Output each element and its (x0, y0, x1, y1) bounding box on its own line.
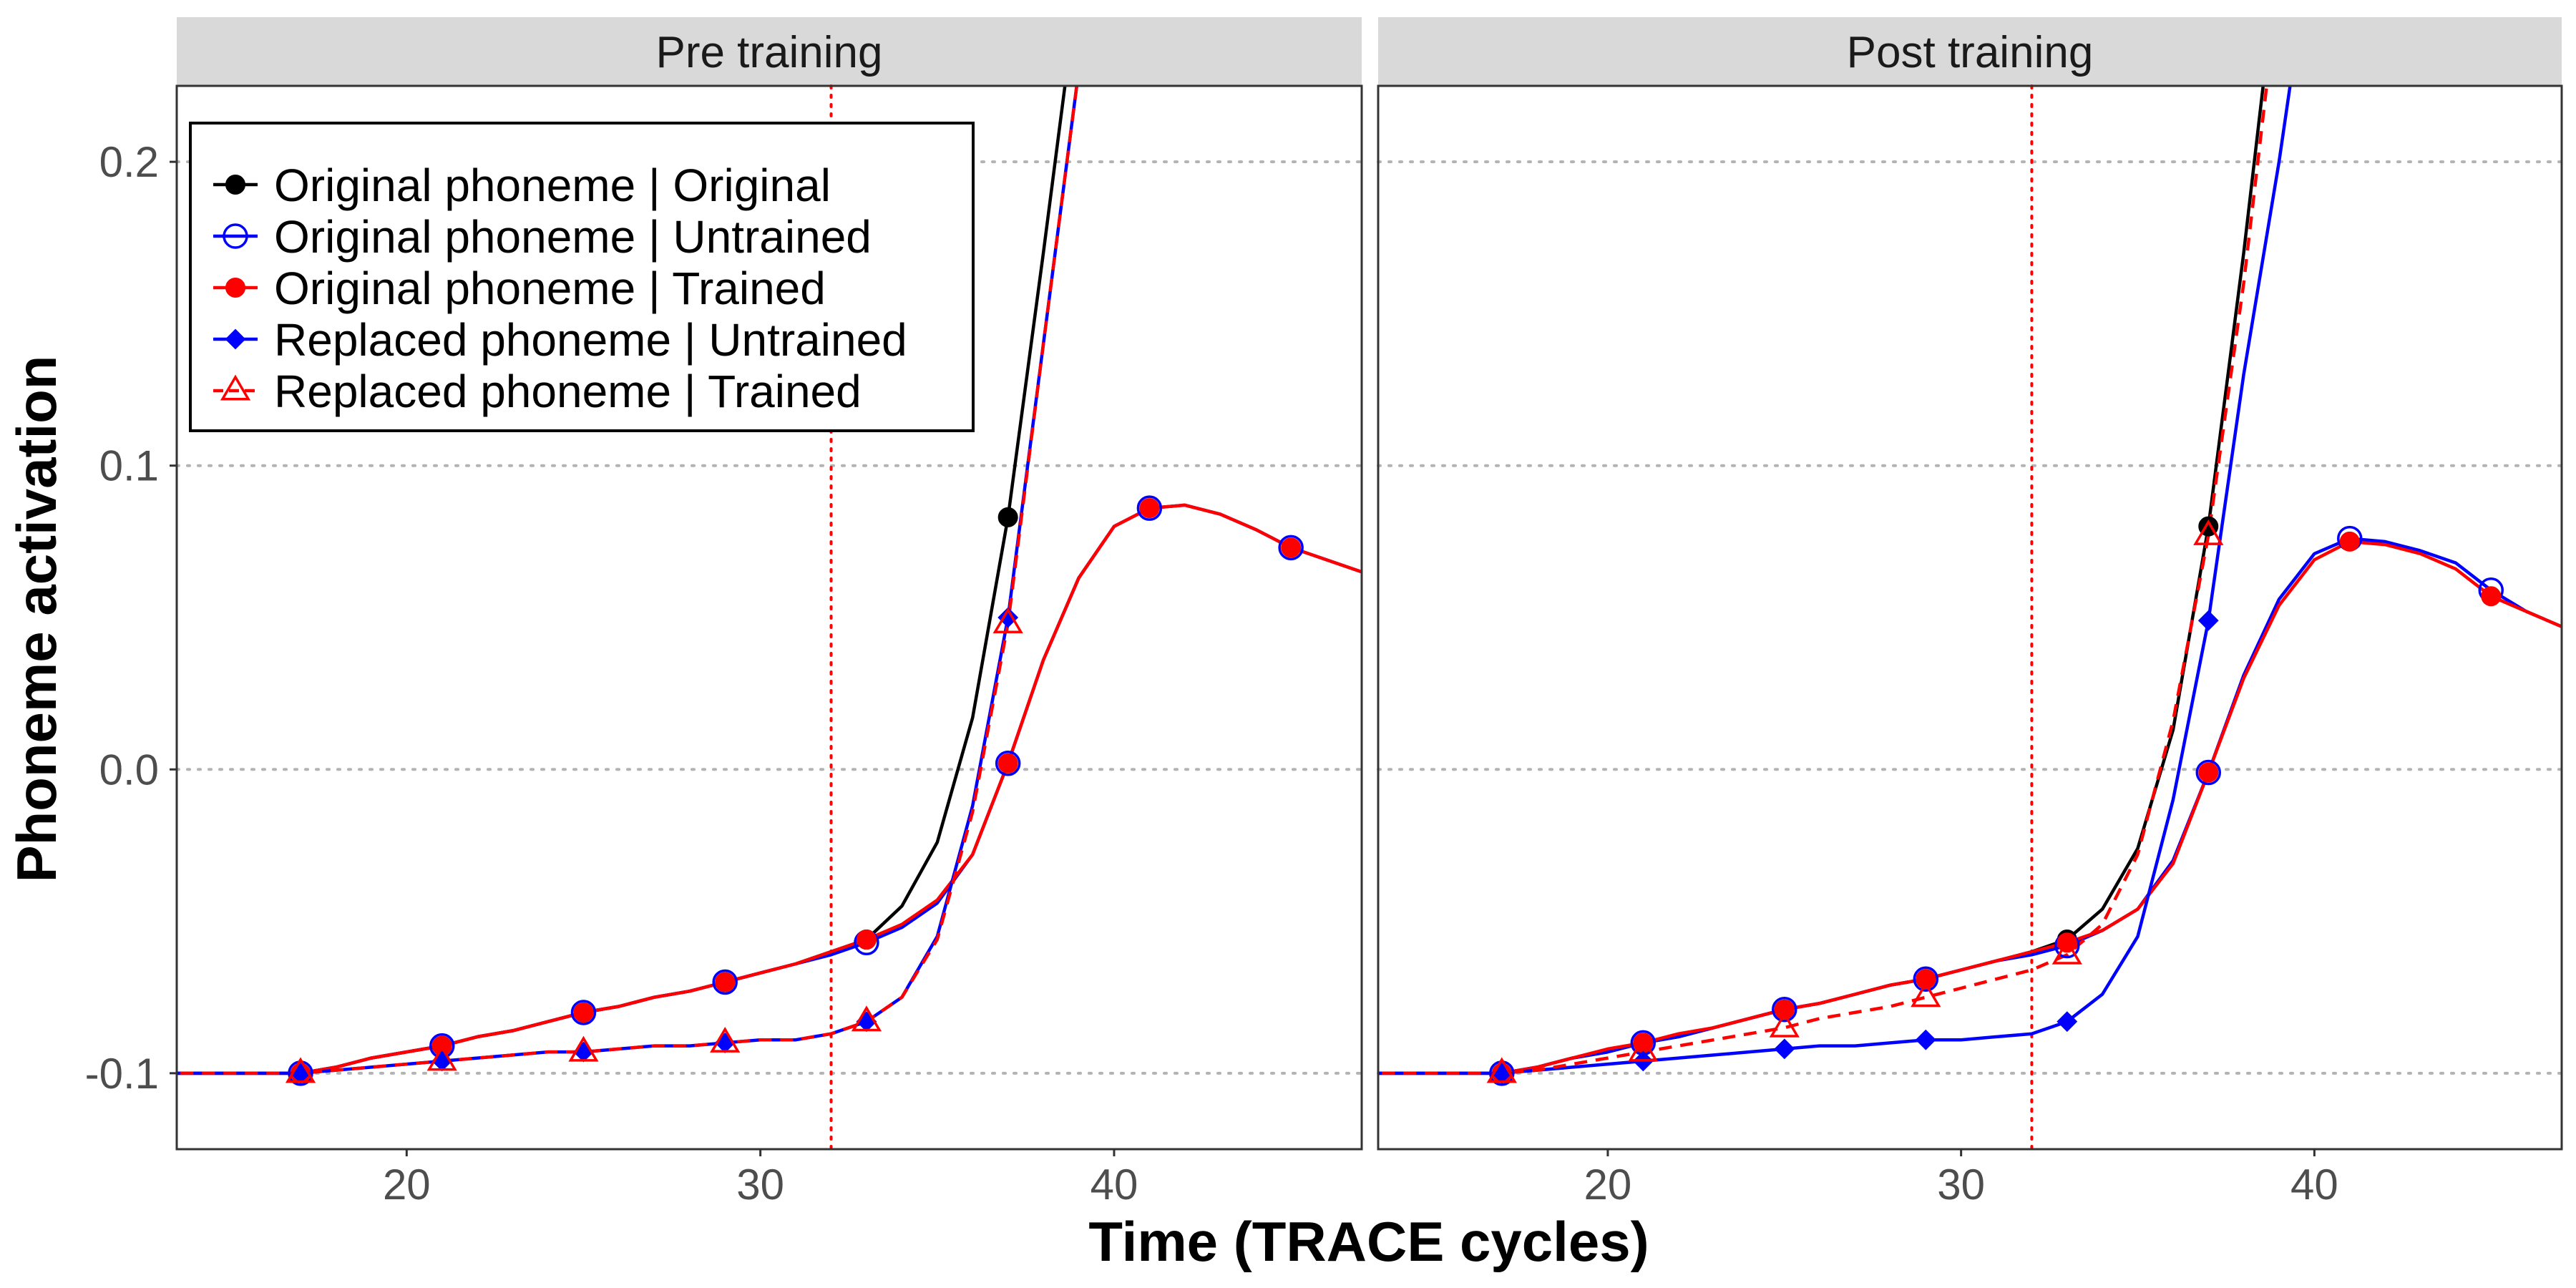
x-ticks-pre-training: 20 30 40 (383, 1149, 1138, 1209)
strip-title-pre-training: Pre training (655, 28, 882, 77)
data-point (1139, 498, 1160, 519)
data-point (426, 1045, 457, 1071)
data-point (856, 930, 877, 950)
x-axis-title: Time (TRACE cycles) (1088, 1210, 1649, 1273)
data-point (997, 507, 1018, 527)
x-tick-label: 20 (1584, 1161, 1632, 1209)
data-point (1911, 981, 1941, 1008)
strip-post-training (1378, 17, 2562, 86)
data-point (2051, 938, 2082, 965)
series-line (1378, 540, 2562, 1075)
legend-box (189, 122, 975, 432)
legend-label: Original phoneme | Untrained (274, 211, 872, 263)
data-point (1281, 537, 1302, 558)
data-point (2339, 531, 2360, 552)
data-point (2193, 519, 2224, 545)
data-point (1774, 999, 1795, 1020)
data-point (1915, 1029, 1936, 1050)
data-point (715, 972, 736, 992)
series-line (1378, 537, 2562, 1075)
grid-post-training (1377, 160, 2563, 1075)
data-point (1772, 996, 1797, 1023)
data-point (1628, 1035, 1659, 1062)
y-tick-label: 0.0 (99, 746, 159, 794)
data-point (2198, 762, 2219, 783)
x-tick-label: 20 (383, 1161, 431, 1209)
panel-border-post-training (1377, 84, 2563, 1151)
x-ticks-post-training: 20 30 40 (1584, 1149, 2338, 1209)
data-point (1136, 495, 1163, 521)
data-point (573, 1041, 594, 1063)
data-point (1913, 966, 1939, 992)
strip-title-post-training: Post training (1847, 28, 2094, 77)
legend-key-marker (225, 328, 246, 350)
panel-border-pre-training (175, 84, 1363, 1151)
x-tick-label: 40 (2290, 1161, 2338, 1209)
data-point (856, 1011, 877, 1033)
x-tick-label: 30 (1937, 1161, 1985, 1209)
data-point (712, 969, 738, 995)
series-group-post-training (1378, 86, 2562, 1086)
legend-key-marker (225, 175, 245, 195)
strip-pre-training (177, 17, 1362, 86)
data-point (992, 608, 1023, 634)
x-tick-label: 30 (736, 1161, 784, 1209)
data-point (997, 607, 1019, 628)
data-point (285, 1057, 316, 1083)
panel-pre-training: Pre training 20 30 40 (175, 17, 1363, 1209)
y-tick-label: 0.2 (99, 138, 159, 186)
data-point (568, 1035, 599, 1062)
data-point (995, 751, 1021, 776)
legend-label: Replaced phoneme | Trained (274, 366, 862, 417)
y-axis-title: Phoneme activation (5, 356, 68, 883)
y-axis-ticks: -0.1 0.0 0.1 0.2 (85, 138, 177, 1098)
series-group-pre-training (177, 86, 1362, 1086)
data-point (1769, 1011, 1800, 1038)
series-line (177, 503, 1362, 1075)
legend-key-marker (225, 278, 245, 298)
series-line (177, 503, 1362, 1075)
data-point (1916, 969, 1936, 990)
data-point (1486, 1057, 1517, 1083)
data-point (710, 1026, 741, 1053)
data-point (714, 1032, 736, 1053)
data-point (570, 1000, 597, 1025)
x-tick-label: 40 (1091, 1161, 1138, 1209)
y-tick-label: 0.1 (99, 442, 159, 490)
data-point (2057, 1011, 2078, 1033)
panel-post-training: Post training 20 30 40 (1377, 17, 2563, 1209)
data-point (851, 1005, 882, 1032)
data-point (2195, 759, 2222, 786)
data-point (2481, 586, 2502, 607)
legend-key-marker (220, 374, 251, 401)
legend-label: Original phoneme | Trained (274, 263, 826, 314)
data-point (1774, 1038, 1795, 1060)
legend-label: Original phoneme | Original (274, 160, 831, 211)
data-point (997, 753, 1018, 774)
legend-key-marker (223, 223, 248, 249)
legend-label: Replaced phoneme | Untrained (274, 314, 907, 366)
series-line (177, 86, 1079, 1075)
y-tick-label: -0.1 (85, 1050, 159, 1098)
data-point (2197, 610, 2219, 631)
data-point (573, 1002, 594, 1023)
data-point (1278, 535, 1304, 561)
